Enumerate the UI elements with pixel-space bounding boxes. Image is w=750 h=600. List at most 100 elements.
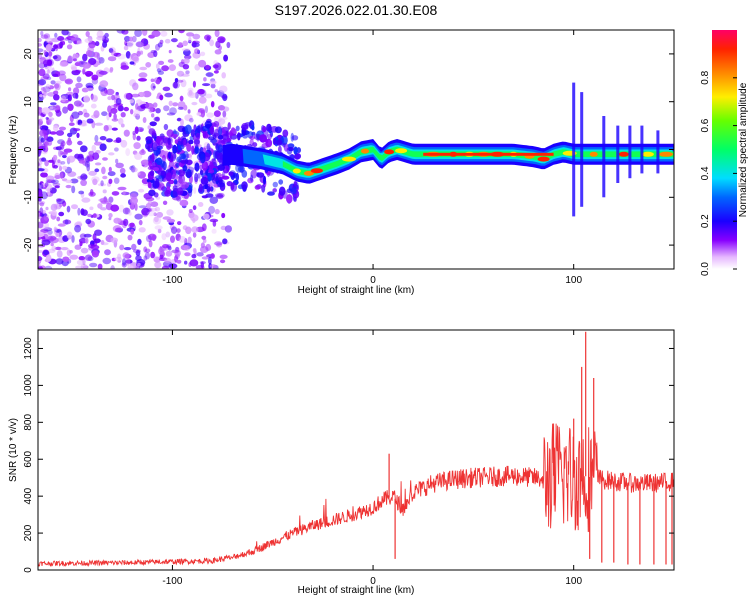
heatmap-speck <box>38 48 44 53</box>
heatmap-speck <box>67 55 73 63</box>
ytick-label: -10 <box>23 190 34 205</box>
heatmap-speck <box>108 152 115 156</box>
heatmap-blob <box>201 161 209 171</box>
heatmap-speck <box>151 113 155 118</box>
ytick-label: 200 <box>23 524 34 541</box>
heatmap-speck <box>135 265 140 269</box>
heatmap-speck <box>92 213 97 219</box>
heatmap-speck <box>90 103 97 109</box>
ridge-peak <box>361 148 369 154</box>
heatmap-speck <box>142 90 152 98</box>
heatmap-speck <box>198 59 207 68</box>
heatmap-speck <box>165 250 173 257</box>
heatmap-speck <box>145 235 152 243</box>
heatmap-speck <box>41 157 47 162</box>
heatmap-speck <box>48 111 53 118</box>
heatmap-speck <box>94 122 104 126</box>
heatmap-speck <box>161 233 167 241</box>
heatmap-speck <box>60 161 66 165</box>
heatmap-speck <box>90 93 94 100</box>
heatmap-speck <box>91 176 100 183</box>
heatmap-speck <box>98 70 108 75</box>
heatmap-speck <box>192 80 196 88</box>
heatmap-speck <box>201 223 207 232</box>
heatmap-speck <box>44 222 49 230</box>
heatmap-speck <box>72 92 79 99</box>
heatmap-speck <box>135 41 145 48</box>
colorbar-tick-label: 0.0 <box>700 262 711 276</box>
heatmap-speck <box>213 110 221 117</box>
heatmap-speck <box>108 217 112 221</box>
heatmap-blob <box>218 126 223 136</box>
heatmap-speck <box>136 50 141 57</box>
heatmap-blob <box>218 144 223 153</box>
heatmap-speck <box>58 165 63 172</box>
heatmap-blob <box>278 186 286 196</box>
heatmap-speck <box>187 236 192 244</box>
heatmap-blob <box>194 172 199 183</box>
heatmap-speck <box>147 52 155 58</box>
heatmap-speck <box>209 39 215 47</box>
heatmap-speck <box>118 105 124 112</box>
heatmap-speck <box>38 197 42 202</box>
heatmap-speck <box>147 200 153 205</box>
heatmap-speck <box>210 253 215 259</box>
heatmap-speck <box>69 254 79 260</box>
heatmap-speck <box>169 107 177 115</box>
heatmap-speck <box>214 30 220 38</box>
heatmap-speck <box>38 266 44 269</box>
heatmap-speck <box>108 166 112 173</box>
heatmap-speck <box>38 124 42 130</box>
heatmap-speck <box>166 209 174 216</box>
heatmap-speck <box>77 207 81 216</box>
heatmap-blob <box>172 144 178 154</box>
snr-frame <box>37 329 675 571</box>
heatmap-speck <box>202 83 211 87</box>
heatmap-speck <box>213 60 218 66</box>
heatmap-speck <box>59 145 64 150</box>
heatmap-speck <box>172 102 179 107</box>
heatmap-speck <box>107 96 112 101</box>
heatmap-speck <box>93 96 98 102</box>
heatmap-speck <box>110 265 115 269</box>
heatmap-speck <box>71 235 75 243</box>
heatmap-speck <box>62 154 67 159</box>
heatmap-speck <box>114 256 123 262</box>
heatmap-speck <box>147 210 156 217</box>
heatmap-speck <box>47 235 57 241</box>
heatmap-speck <box>52 55 58 60</box>
heatmap-speck <box>45 254 52 262</box>
heatmap-speck <box>125 92 133 100</box>
heatmap-speck <box>85 156 90 163</box>
heatmap-speck <box>127 234 133 241</box>
heatmap-speck <box>38 231 45 238</box>
heatmap-speck <box>81 209 88 216</box>
heatmap-speck <box>138 188 145 193</box>
heatmap-speck <box>62 219 72 225</box>
heatmap-speck <box>158 247 165 255</box>
heatmap-speck <box>38 221 44 229</box>
heatmap-speck <box>100 200 110 205</box>
heatmap-speck <box>38 107 43 115</box>
heatmap-speck <box>171 249 180 254</box>
heatmap-speck <box>168 64 176 71</box>
colorbar-tick-label: 0.8 <box>700 70 711 84</box>
heatmap-speck <box>100 180 104 187</box>
heatmap-speck <box>59 41 63 49</box>
heatmap-speck <box>43 227 53 232</box>
heatmap-blob <box>147 145 151 152</box>
heatmap-speck <box>191 101 198 106</box>
heatmap-speck <box>222 238 228 245</box>
heatmap-speck <box>215 194 224 200</box>
heatmap-speck <box>56 250 63 258</box>
heatmap-speck <box>178 42 183 47</box>
heatmap-speck <box>48 159 54 163</box>
heatmap-speck <box>217 118 226 125</box>
heatmap-speck <box>139 66 148 71</box>
heatmap-speck <box>209 264 217 268</box>
heatmap-speck <box>119 167 126 174</box>
heatmap-speck <box>103 125 109 132</box>
heatmap-speck <box>159 39 164 45</box>
heatmap-speck <box>67 171 77 177</box>
heatmap-speck <box>38 182 44 191</box>
